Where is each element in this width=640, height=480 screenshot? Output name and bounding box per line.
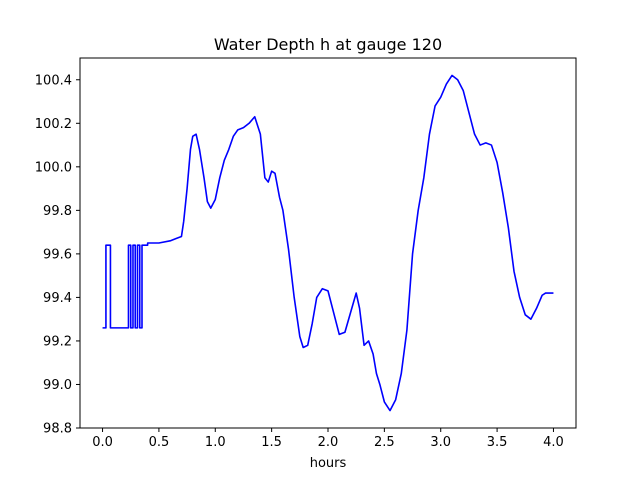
x-tick-label: 2.5 (374, 435, 395, 450)
y-tick-label: 99.6 (43, 247, 72, 262)
x-tick-label: 2.0 (318, 435, 339, 450)
y-tick-label: 100.0 (35, 160, 72, 175)
y-tick-label: 99.2 (43, 334, 72, 349)
x-tick-label: 3.0 (430, 435, 451, 450)
y-tick-label: 99.0 (43, 378, 72, 393)
x-tick-label: 0.5 (149, 435, 170, 450)
x-tick-label: 1.5 (261, 435, 282, 450)
x-axis-label: hours (310, 456, 347, 471)
series-line-0 (102, 74, 554, 412)
y-tick-label: 100.2 (35, 117, 72, 132)
y-axis: 98.8 99.0 99.2 99.4 99.6 99.8 100.0 100.2 100.4 (35, 73, 80, 437)
chart-title: Water Depth h at gauge 120 (214, 35, 442, 54)
x-tick-label: 0.0 (92, 435, 113, 450)
x-tick-label: 1.0 (205, 435, 226, 450)
y-tick-label: 100.4 (35, 73, 72, 88)
y-tick-label: 99.4 (43, 291, 72, 306)
y-tick-label: 99.8 (43, 204, 72, 219)
x-tick-label: 3.5 (487, 435, 508, 450)
y-tick-label: 98.8 (43, 422, 72, 437)
x-axis: 0.0 0.5 1.0 1.5 2.0 2.5 3.0 3.5 4.0 (92, 428, 564, 450)
x-tick-label: 4.0 (543, 435, 564, 450)
